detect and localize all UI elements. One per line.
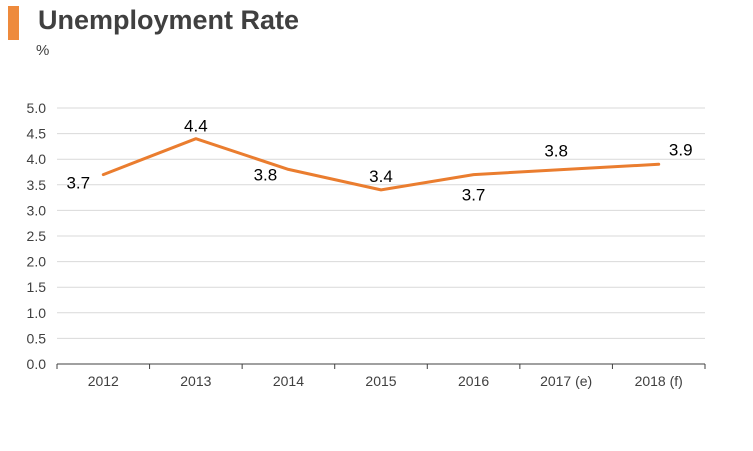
chart-title: Unemployment Rate	[38, 5, 300, 35]
y-tick-label: 5.0	[27, 100, 47, 116]
y-tick-label: 3.0	[27, 202, 47, 218]
series	[101, 137, 661, 192]
y-tick-label: 2.5	[27, 228, 47, 244]
y-tick-label: 3.5	[27, 177, 47, 193]
data-label: 3.7	[462, 186, 486, 205]
y-tick-label: 1.0	[27, 305, 47, 321]
data-label: 3.8	[544, 141, 568, 160]
data-label: 3.8	[254, 165, 278, 184]
data-labels: 3.7 4.4 3.8 3.4 3.7 3.8 3.9	[66, 117, 692, 205]
y-tick-label: 0.0	[27, 356, 47, 372]
x-tick-label: 2012	[88, 373, 119, 389]
x-tick-label: 2013	[180, 373, 211, 389]
x-axis-ticks: 2012 2013 2014 2015 2016 2017 (e) 2018 (f)	[56, 364, 706, 389]
title-accent-bar	[8, 6, 19, 40]
unit-label: %	[36, 42, 50, 59]
y-tick-label: 4.5	[27, 126, 47, 142]
y-tick-label: 4.0	[27, 151, 47, 167]
x-tick-label: 2018 (f)	[635, 373, 683, 389]
data-label: 3.7	[66, 174, 90, 193]
gridlines	[57, 107, 705, 339]
data-label: 3.4	[369, 167, 393, 186]
x-tick-label: 2016	[458, 373, 489, 389]
series-line	[101, 137, 661, 192]
y-tick-label: 1.5	[27, 279, 47, 295]
y-tick-label: 2.0	[27, 254, 47, 270]
x-tick-label: 2014	[273, 373, 304, 389]
y-tick-label: 0.5	[27, 330, 47, 346]
x-tick-label: 2015	[365, 373, 396, 389]
data-label: 3.9	[669, 140, 693, 159]
x-tick-label: 2017 (e)	[540, 373, 592, 389]
data-label: 4.4	[184, 117, 208, 136]
y-axis-ticks: 0.0 0.5 1.0 1.5 2.0 2.5 3.0 3.5 4.0 4.5 5.0	[27, 100, 47, 372]
